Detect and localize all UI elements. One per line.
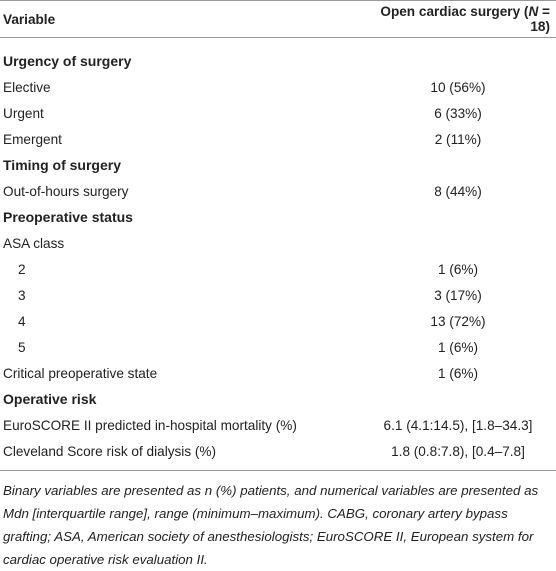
header-text: N [528,4,539,19]
row-label: 2 [18,261,26,277]
section-title: Urgency of surgery [3,53,132,69]
row-label: Urgent [3,105,44,121]
sub-row: 2 1 (6%) [0,256,556,282]
header-text: = 18) [530,4,550,34]
data-row: Elective 10 (56%) [0,74,556,100]
row-value: 13 (72%) [430,313,486,329]
row-label: Critical preoperative state [3,365,158,381]
row-value: 6 (33%) [434,105,482,121]
row-value: 1 (6%) [437,365,479,381]
section-title: Preoperative status [3,209,133,225]
data-row: Urgent 6 (33%) [0,100,556,126]
section-title: Timing of surgery [3,157,121,173]
table-body: Urgency of surgery Elective 10 (56%) Urgent… [0,38,556,471]
data-row: Emergent 2 (11%) [0,126,556,152]
row-label: 3 [18,287,26,303]
row-value: 6.1 (4.1:14.5), [1.8–34.3] [383,417,533,433]
section-title: Operative risk [3,391,97,407]
sub-row: 5 1 (6%) [0,334,556,360]
row-label: Cleveland Score risk of dialysis (%) [0,438,360,471]
sub-row: 3 3 (17%) [0,282,556,308]
data-row: Out-of-hours surgery 8 (44%) [0,178,556,204]
header-cell: Open cardiac surgery (N = 18) [360,0,556,38]
row-label: ASA class [3,235,65,251]
section-row: Preoperative status [0,204,556,230]
section-row: Urgency of surgery [0,38,556,75]
section-row: Operative risk [0,386,556,412]
header-text: Open cardiac surgery ( [380,4,529,19]
row-label: EuroSCORE II predicted in-hospital morta… [3,417,297,433]
row-value: 10 (56%) [430,79,486,95]
row-label: 4 [18,313,26,329]
row-label: Elective [3,79,51,95]
footnote: Binary variables are presented as n (%) … [3,483,539,567]
row-value: 8 (44%) [434,183,482,199]
data-row: Critical preoperative state 1 (6%) [0,360,556,386]
row-value: 1.8 (0.8:7.8), [0.4–7.8] [360,438,556,471]
row-value: 1 (6%) [437,339,479,355]
row-label: 5 [18,339,26,355]
data-row: EuroSCORE II predicted in-hospital morta… [0,412,556,438]
row-value: 2 (11%) [434,131,482,147]
row-value: 3 (17%) [434,287,482,303]
row-label: Out-of-hours surgery [3,183,129,199]
row-label: Emergent [3,131,62,147]
group-row: ASA class [0,230,556,256]
data-table: Variable Open cardiac surgery (N = 18) U… [0,0,556,471]
data-row: Cleveland Score risk of dialysis (%) 1.8 … [0,438,556,471]
sub-row: 4 13 (72%) [0,308,556,334]
header-row: Variable Open cardiac surgery (N = 18) [0,0,556,38]
row-value: 1 (6%) [437,261,479,277]
header-cell: Variable [0,0,360,38]
section-row: Timing of surgery [0,152,556,178]
